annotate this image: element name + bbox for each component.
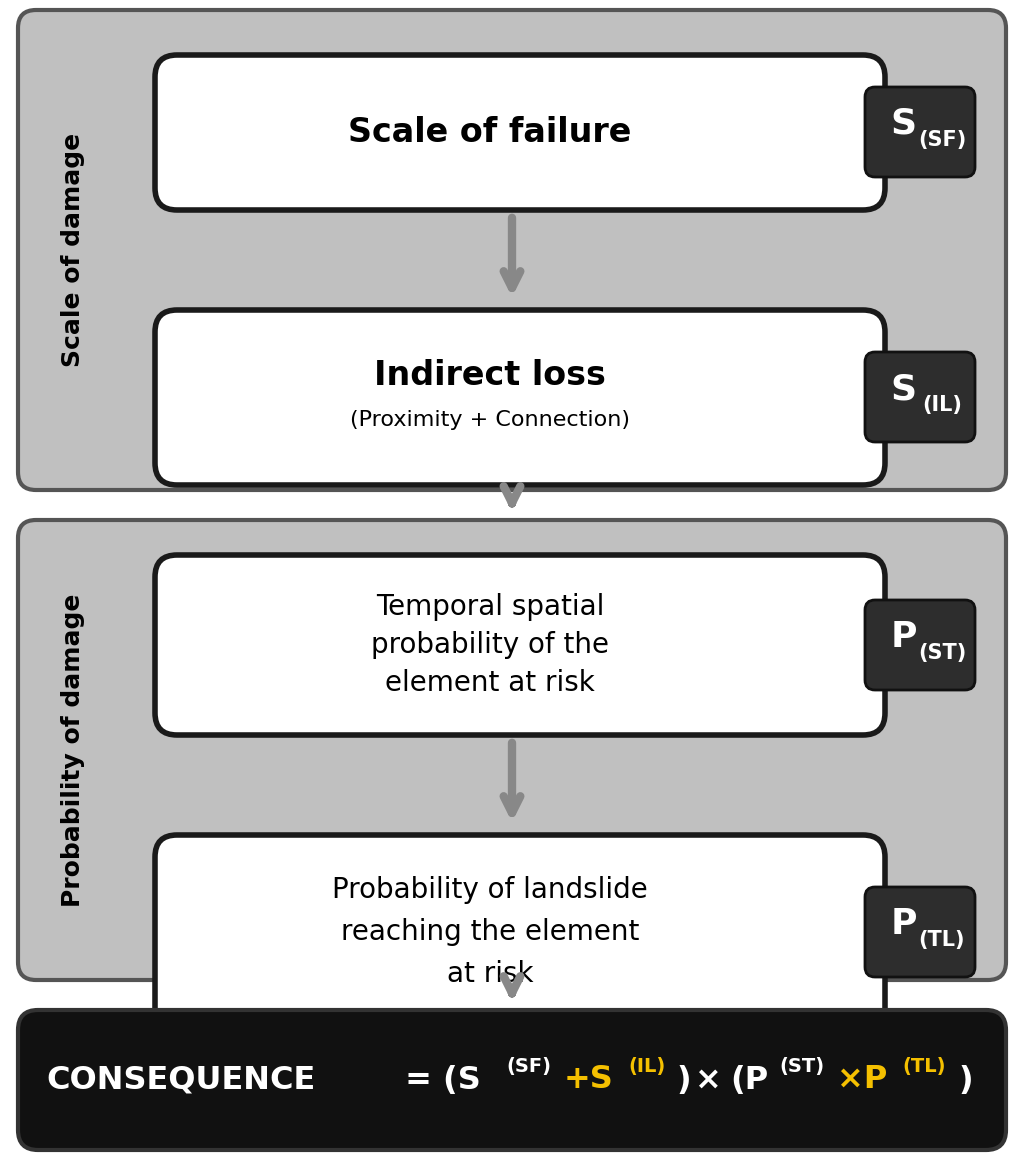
FancyBboxPatch shape (18, 520, 1006, 980)
Text: P: P (890, 908, 916, 941)
Text: S: S (891, 372, 916, 405)
Text: (IL): (IL) (922, 395, 962, 415)
Text: Scale of damage: Scale of damage (61, 133, 85, 367)
Text: reaching the element: reaching the element (341, 918, 639, 946)
Text: = (S: = (S (394, 1065, 480, 1095)
Text: ): ) (958, 1065, 973, 1095)
Text: (IL): (IL) (628, 1057, 666, 1075)
Text: Indirect loss: Indirect loss (374, 359, 606, 391)
FancyBboxPatch shape (155, 310, 885, 485)
Text: (ST): (ST) (779, 1057, 824, 1075)
FancyBboxPatch shape (18, 1010, 1006, 1150)
Text: +S: +S (564, 1065, 613, 1095)
Text: (TL): (TL) (902, 1057, 946, 1075)
Text: P: P (890, 620, 916, 654)
Text: ): ) (676, 1065, 691, 1095)
Text: (ST): (ST) (918, 643, 966, 663)
Text: at risk: at risk (446, 960, 534, 988)
Text: (SF): (SF) (918, 130, 966, 150)
Text: Probability of landslide: Probability of landslide (332, 876, 648, 904)
FancyBboxPatch shape (865, 887, 975, 977)
FancyBboxPatch shape (865, 87, 975, 177)
FancyBboxPatch shape (155, 555, 885, 735)
FancyBboxPatch shape (18, 10, 1006, 490)
FancyBboxPatch shape (865, 600, 975, 690)
Text: (TL): (TL) (919, 930, 966, 949)
Text: (SF): (SF) (506, 1057, 551, 1075)
Text: S: S (891, 107, 916, 141)
Text: ×: × (695, 1065, 722, 1095)
Text: ×P: ×P (838, 1065, 888, 1095)
Text: probability of the: probability of the (371, 631, 609, 659)
Text: Scale of failure: Scale of failure (348, 116, 632, 149)
Text: Probability of damage: Probability of damage (61, 593, 85, 906)
FancyBboxPatch shape (865, 352, 975, 442)
Text: Temporal spatial: Temporal spatial (376, 593, 604, 621)
Text: element at risk: element at risk (385, 669, 595, 697)
Text: (P: (P (730, 1065, 768, 1095)
FancyBboxPatch shape (155, 55, 885, 210)
FancyBboxPatch shape (155, 835, 885, 1030)
Text: CONSEQUENCE: CONSEQUENCE (47, 1065, 315, 1095)
Text: (Proximity + Connection): (Proximity + Connection) (350, 410, 630, 430)
